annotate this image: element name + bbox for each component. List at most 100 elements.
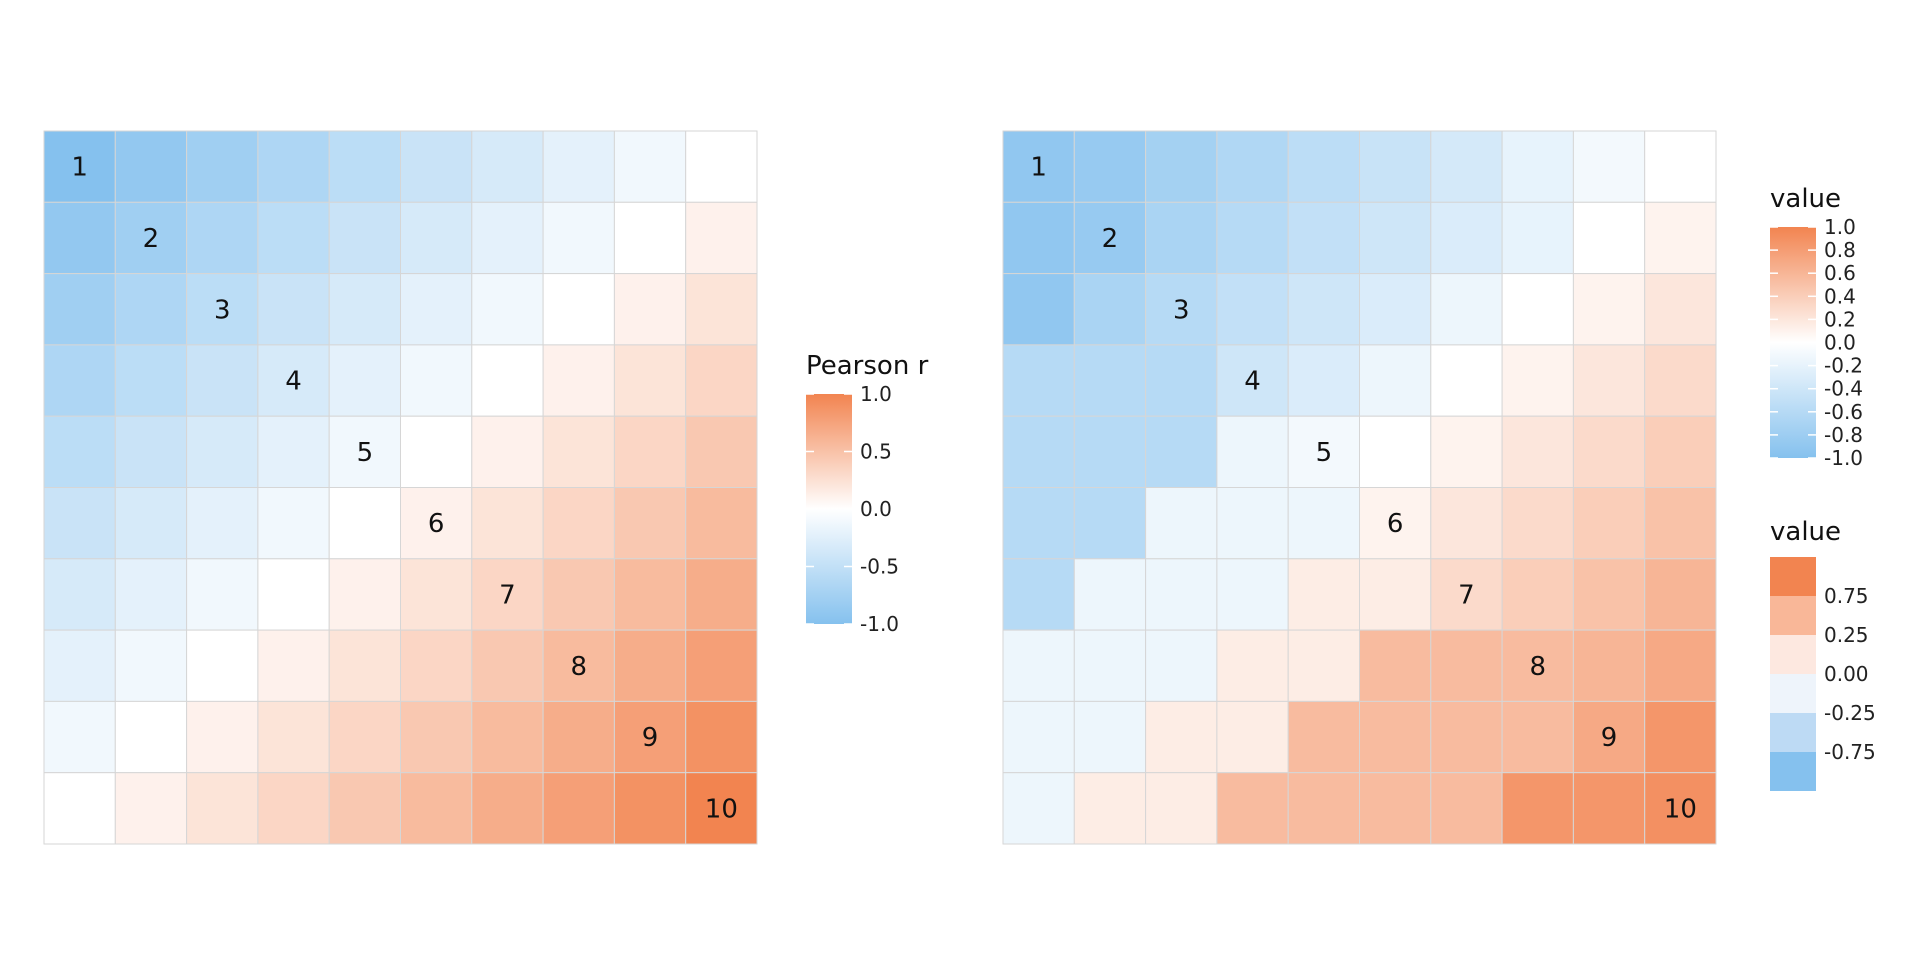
legend-tick-label: 0.6 — [1824, 261, 1856, 285]
heatmap-cell-r3-c2 — [114, 273, 188, 346]
heatmap-cell-r1-c6 — [1359, 130, 1432, 203]
heatmap-cell-r6-c8 — [1501, 487, 1574, 560]
heatmap-cell-r5-c2 — [114, 415, 188, 489]
heatmap-cell-r10-c6 — [400, 772, 473, 845]
heatmap-cell-r5-c8 — [1501, 415, 1574, 489]
heatmap-cell-r9-c8 — [542, 700, 615, 774]
heatmap-cell-r2-c7 — [471, 201, 544, 275]
diagonal-label: 2 — [1102, 224, 1119, 254]
heatmap-cell-r10-c9 — [613, 772, 687, 845]
heatmap-cell-r3-c10 — [685, 273, 758, 346]
diagonal-label: 6 — [428, 509, 445, 539]
heatmap-cell-r7-c2 — [114, 558, 188, 631]
diagonal-label: 5 — [357, 438, 374, 468]
heatmap-cell-r3-c6 — [400, 273, 473, 346]
heatmap-cell-r1-c7 — [1430, 130, 1503, 203]
heatmap-cell-r5-c5 — [1287, 415, 1360, 489]
legend-tick-label: -0.5 — [860, 555, 899, 579]
diagonal-label: 3 — [214, 295, 231, 325]
diagonal-label: 4 — [1244, 367, 1261, 397]
heatmap-cell-r4-c4 — [257, 344, 330, 417]
heatmap-cell-r5-c4 — [257, 415, 330, 489]
heatmap-cell-r8-c7 — [471, 629, 544, 702]
heatmap-cell-r7-c7 — [1430, 558, 1503, 631]
heatmap-cell-r4-c9 — [1572, 344, 1646, 417]
legend-tick-label: 1.0 — [860, 382, 892, 406]
legend-bin — [1770, 752, 1816, 791]
heatmap-cell-r3-c5 — [328, 273, 402, 346]
heatmap-cell-r1-c4 — [257, 130, 330, 203]
left-legend: Pearson r1.0 0.5 0.0 -0.5 -1.0 — [806, 351, 929, 636]
heatmap-cell-r6-c7 — [1430, 487, 1503, 560]
heatmap-cell-r8-c5 — [1287, 629, 1360, 702]
heatmap-cell-r4-c2 — [114, 344, 188, 417]
diagonal-label: 6 — [1387, 509, 1404, 539]
heatmap-cell-r1-c2 — [114, 130, 188, 203]
heatmap-cell-r10-c1 — [43, 772, 116, 845]
heatmap-cell-r8-c2 — [1073, 629, 1147, 702]
heatmap-cell-r3-c5 — [1287, 273, 1360, 346]
heatmap-cell-r6-c5 — [328, 487, 402, 560]
heatmap-cell-r1-c10 — [685, 130, 758, 203]
heatmap-cell-r9-c6 — [400, 700, 473, 774]
heatmap-cell-r5-c4 — [1216, 415, 1289, 489]
heatmap-cell-r8-c4 — [1216, 629, 1289, 702]
legend-tick-label: 0.8 — [1824, 238, 1856, 262]
heatmap-cell-r4-c1 — [1002, 344, 1075, 417]
heatmap-cell-r4-c5 — [328, 344, 402, 417]
legend-tick-label: 0.0 — [1824, 331, 1856, 355]
heatmap-cell-r7-c3 — [186, 558, 259, 631]
heatmap-cell-r9-c7 — [471, 700, 544, 774]
heatmap-cell-r4-c9 — [613, 344, 687, 417]
diagonal-label: 8 — [1529, 652, 1546, 682]
heatmap-cell-r10-c8 — [542, 772, 615, 845]
heatmap-cell-r9-c10 — [1644, 700, 1717, 774]
legend-tick-label: -0.8 — [1824, 423, 1863, 447]
heatmap-cell-r1-c6 — [400, 130, 473, 203]
heatmap-cell-r7-c4 — [257, 558, 330, 631]
heatmap-cell-r8-c10 — [685, 629, 758, 702]
heatmap-cell-r9-c1 — [1002, 700, 1075, 774]
heatmap-cell-r7-c4 — [1216, 558, 1289, 631]
heatmap-cell-r4-c1 — [43, 344, 116, 417]
heatmap-cell-r1-c8 — [542, 130, 615, 203]
heatmap-cell-r8-c9 — [1572, 629, 1646, 702]
diagonal-label: 9 — [1601, 723, 1618, 753]
legend-tick-label: 1.0 — [1824, 215, 1856, 239]
heatmap-cell-r7-c1 — [43, 558, 116, 631]
heatmap-cell-r7-c6 — [400, 558, 473, 631]
heatmap-cell-r7-c2 — [1073, 558, 1147, 631]
heatmap-cell-r1-c5 — [1287, 130, 1360, 203]
heatmap-cell-r4-c7 — [471, 344, 544, 417]
heatmap-cell-r3-c4 — [257, 273, 330, 346]
right-binned-legend: value 0.75 0.25 0.00 -0.25 -0.75 — [1770, 517, 1876, 791]
heatmap-cell-r7-c1 — [1002, 558, 1075, 631]
heatmap-cell-r6-c4 — [257, 487, 330, 560]
heatmap-cell-r6-c1 — [1002, 487, 1075, 560]
heatmap-cell-r5-c6 — [1359, 415, 1432, 489]
heatmap-cell-r3-c8 — [1501, 273, 1574, 346]
heatmap-cell-r8-c8 — [1501, 629, 1574, 702]
heatmap-cell-r8-c10 — [1644, 629, 1717, 702]
heatmap-cell-r7-c6 — [1359, 558, 1432, 631]
heatmap-cell-r10-c6 — [1359, 772, 1432, 845]
heatmap-cell-r9-c1 — [43, 700, 116, 774]
heatmap-cell-r8-c1 — [1002, 629, 1075, 702]
heatmap-cell-r8-c8 — [542, 629, 615, 702]
heatmap-cell-r6-c1 — [43, 487, 116, 560]
heatmap-cell-r2-c1 — [1002, 201, 1075, 275]
heatmap-cell-r8-c3 — [186, 629, 259, 702]
heatmap-cell-r10-c5 — [328, 772, 402, 845]
heatmap-cell-r6-c7 — [471, 487, 544, 560]
heatmap-cell-r10-c5 — [1287, 772, 1360, 845]
heatmap-cell-r3-c2 — [1073, 273, 1147, 346]
heatmap-cell-r9-c5 — [1287, 700, 1360, 774]
legend-title: value — [1770, 184, 1841, 214]
heatmap-cell-r2-c5 — [328, 201, 402, 275]
heatmap-cell-r7-c10 — [685, 558, 758, 631]
heatmap-cell-r8-c9 — [613, 629, 687, 702]
heatmap-cell-r2-c9 — [613, 201, 687, 275]
heatmap-cell-r1-c7 — [471, 130, 544, 203]
heatmap-cell-r3-c6 — [1359, 273, 1432, 346]
heatmap-cell-r2-c3 — [186, 201, 259, 275]
